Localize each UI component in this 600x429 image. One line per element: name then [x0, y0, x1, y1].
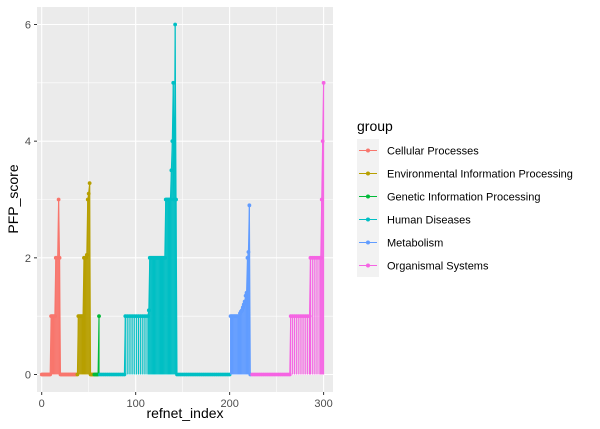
series-layer — [39, 22, 326, 377]
x-tick-label: 0 — [39, 398, 45, 410]
y-axis-title: PFP_score — [5, 164, 21, 233]
data-point — [320, 139, 325, 144]
data-point — [145, 314, 150, 319]
legend-label: Organismal Systems — [387, 261, 489, 273]
series-group — [39, 197, 79, 377]
y-tick-label: 4 — [25, 136, 31, 148]
data-point — [237, 314, 241, 319]
data-point — [169, 168, 174, 173]
legend-item: Organismal Systems — [357, 254, 489, 277]
legend-key-dot — [366, 240, 370, 245]
data-point — [318, 255, 323, 260]
legend-key-dot — [366, 194, 370, 199]
legend-item: Genetic Information Processing — [357, 185, 540, 208]
x-axis-ticks: 0 100 200 300 — [39, 392, 333, 410]
legend-title: group — [357, 118, 393, 134]
data-point — [240, 305, 245, 310]
data-point — [245, 255, 250, 260]
y-axis-ticks: 0 2 4 6 — [25, 20, 37, 382]
data-point — [122, 372, 127, 377]
data-point — [241, 302, 246, 307]
legend-label: Cellular Processes — [387, 146, 479, 158]
legend-item: Environmental Information Processing — [357, 162, 573, 185]
data-point — [97, 314, 101, 319]
series-group — [98, 22, 232, 377]
legend-label: Environmental Information Processing — [387, 169, 573, 181]
data-point — [170, 139, 175, 144]
data-point — [307, 314, 312, 319]
data-point — [173, 22, 178, 27]
x-tick-label: 200 — [220, 398, 238, 410]
legend-item: Metabolism — [357, 231, 443, 254]
series-group — [228, 203, 253, 377]
legend-label: Metabolism — [387, 238, 443, 250]
data-point — [81, 314, 85, 319]
data-point — [239, 308, 244, 313]
series-group — [92, 314, 101, 377]
data-point — [171, 80, 176, 85]
legend-key-dot — [366, 171, 370, 176]
data-point — [85, 197, 90, 202]
legend-item: Cellular Processes — [357, 139, 479, 162]
data-point — [319, 197, 324, 202]
x-tick-label: 100 — [126, 398, 144, 410]
legend-label: Genetic Information Processing — [387, 192, 540, 204]
y-tick-label: 6 — [25, 20, 31, 32]
data-point — [162, 255, 167, 260]
legend: group Cellular Processes Environmental In… — [357, 118, 573, 277]
data-point — [84, 253, 89, 257]
data-point — [57, 255, 62, 260]
data-point — [146, 308, 151, 313]
data-point — [86, 191, 91, 196]
data-point — [243, 293, 248, 298]
data-point — [52, 314, 57, 319]
x-tick-label: 300 — [314, 398, 332, 410]
data-point — [83, 255, 88, 260]
series-group — [75, 181, 96, 377]
data-point — [246, 250, 251, 254]
y-tick-label: 0 — [25, 370, 31, 382]
data-point — [56, 197, 61, 202]
legend-key-dot — [366, 217, 370, 222]
legend-item: Human Diseases — [357, 208, 471, 231]
data-point — [168, 197, 173, 202]
data-point — [321, 80, 326, 85]
x-axis-title: refnet_index — [146, 405, 223, 421]
legend-key-dot — [366, 263, 370, 268]
data-point — [287, 372, 292, 377]
data-point — [244, 290, 249, 295]
legend-key-dot — [366, 148, 370, 153]
series-group — [250, 80, 326, 377]
legend-label: Human Diseases — [387, 215, 471, 227]
data-point — [87, 181, 92, 186]
data-point — [75, 372, 80, 377]
data-point — [48, 372, 53, 377]
data-point — [247, 203, 252, 208]
y-tick-label: 2 — [25, 253, 31, 265]
data-point — [174, 197, 178, 202]
data-point — [242, 299, 247, 304]
